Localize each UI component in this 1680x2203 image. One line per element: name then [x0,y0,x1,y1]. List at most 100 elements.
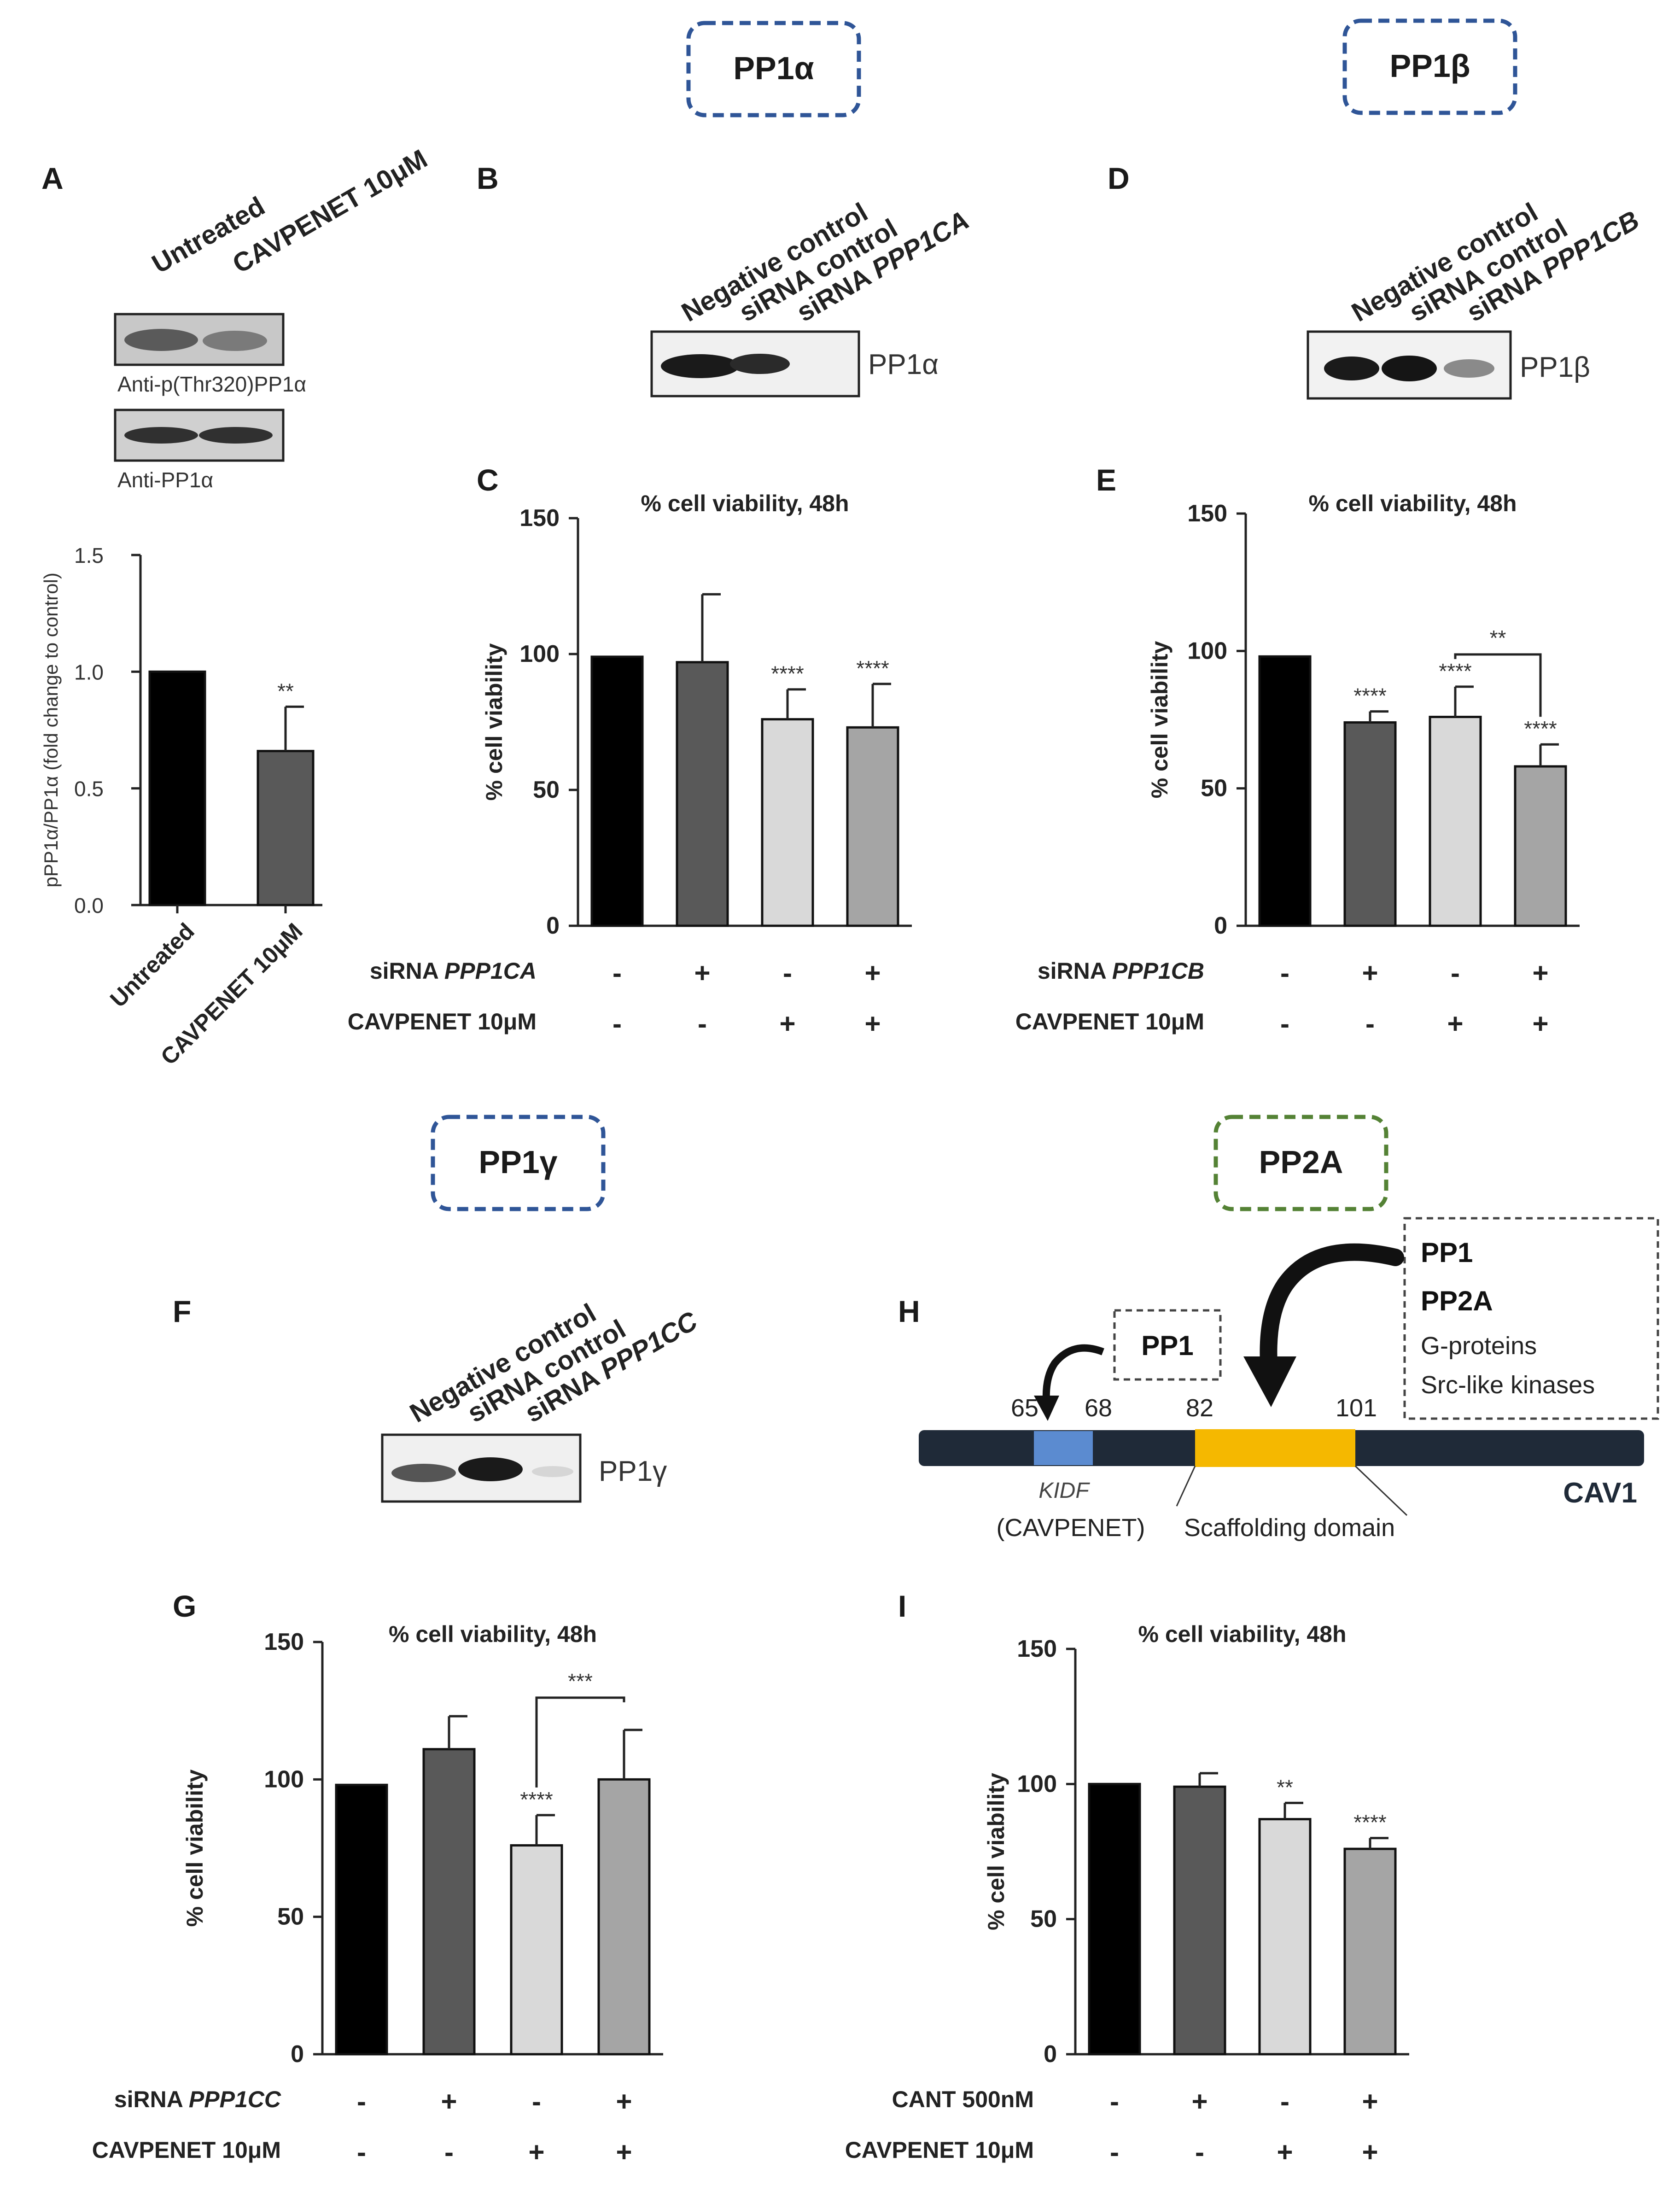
chart-g-sign-0-3: + [616,2086,632,2117]
diagram-h: PP1 PP1 PP2A G-proteins Src-like kinases… [919,1217,1659,1542]
chart-g-sign-1-2: + [528,2137,544,2168]
chart-c-sign-0-2: - [783,958,792,988]
chart-c-sign-0-1: + [694,958,710,988]
blot-a-band-2a [124,427,198,444]
cavpenet-label: (CAVPENET) [996,1514,1145,1542]
chart-e-bar-0 [1258,655,1312,927]
chart-e-sign-1-2: + [1447,1008,1463,1039]
blot-a-antibody-2: Anti-PP1α [117,468,213,492]
chart-a-bar-1 [257,750,315,906]
pos-65: 65 [1011,1394,1038,1422]
chart-e-sign-0-2: - [1451,958,1460,988]
chart-c-condition-0: siRNA PPP1CA [370,958,537,984]
chart-g-bracket [535,1696,625,1788]
chart-e-sig-3: **** [1524,717,1557,741]
chart-g-y-label: % cell viability [182,1769,208,1927]
big-arrow-shaft [1260,1243,1404,1372]
header-label-pp1a: PP1α [733,50,814,86]
chart-e-sign-0-1: + [1362,958,1378,988]
chart-c-sign-0-3: + [864,958,881,988]
header-label-pp1b: PP1β [1389,48,1470,84]
chart-c-condition-1-label: CAVPENET 10μM [348,1009,537,1034]
chart-e-ytick-label-1: 50 [1201,775,1227,802]
chart-c-y-label: % cell viability [481,643,507,801]
chart-i-sign-0-3: + [1362,2086,1378,2117]
blot-a-antibody-1: Anti-p(Thr320)PP1α [117,372,306,396]
chart-g-sign-1-0: - [357,2137,366,2168]
chart-e-condition-1-label: CAVPENET 10μM [1015,1009,1204,1034]
blot-a: Untreated CAVPENET 10μM Anti-p(Thr320)PP… [114,144,432,492]
chart-c-sign-0-0: - [612,958,622,988]
chart-e-bar-2 [1429,716,1482,927]
chart-c-bar-0 [590,655,644,927]
chart-c-condition-0-label: siRNA [370,958,444,984]
chart-g-sign-0-0: - [357,2086,366,2117]
chart-c-condition-1: CAVPENET 10μM [348,1009,537,1034]
chart-c-ytick-label-1: 50 [533,777,560,803]
chart-e-sig-2: **** [1439,659,1472,683]
chart-a-ytick-label-1: 0.5 [74,777,104,801]
chart-c-title: % cell viability, 48h [641,491,849,516]
cav1-label: CAV1 [1563,1477,1637,1509]
chart-g-sign-0-2: - [532,2086,541,2117]
chart-i-sig-3: **** [1353,1811,1387,1835]
chart-e-ytick-label-0: 0 [1214,912,1227,939]
blot-d-band-1 [1382,356,1437,381]
targets-pp1: PP1 [1421,1237,1473,1268]
chart-a-y-label: pPP1α/PP1α (fold change to control) [40,573,62,888]
chart-i-sign-1-3: + [1362,2137,1378,2168]
chart-g-condition-0: siRNA PPP1CC [114,2086,281,2112]
panel-letter-h: H [898,1294,920,1328]
header-box-pp1a: PP1α [686,21,861,117]
chart-g-bar-0 [335,1783,388,2056]
chart-g-condition-0-gene: PPP1CC [189,2086,281,2112]
chart-e-title: % cell viability, 48h [1308,491,1517,516]
panel-letter-e: E [1096,463,1116,497]
chart-e-bar-1 [1343,721,1397,927]
chart-i-sign-1-1: - [1195,2137,1204,2168]
scaffold-label: Scaffolding domain [1184,1514,1395,1542]
chart-g-ytick-label-1: 50 [277,1904,304,1930]
blot-f-band-1 [458,1457,523,1481]
chart-i-sign-0-0: - [1110,2086,1119,2117]
chart-c-sign-1-3: + [864,1008,881,1039]
small-arrow-head [1034,1396,1059,1421]
scaffold-segment [1195,1429,1355,1467]
header-label-pp1g: PP1γ [478,1144,557,1180]
chart-c-ytick-label-3: 150 [519,505,560,532]
chart-e-y-label: % cell viability [1147,641,1172,798]
chart-g-bar-1 [422,1748,476,2056]
chart-a-ytick-label-2: 1.0 [74,660,104,684]
chart-e-condition-1: CAVPENET 10μM [1015,1009,1204,1034]
header-label-pp2a: PP2A [1259,1144,1343,1180]
chart-g-condition-0-label: siRNA [114,2086,189,2112]
blot-f-band-2 [532,1466,573,1477]
kidf-label: KIDF [1038,1478,1090,1503]
big-arrow-head [1243,1356,1296,1407]
blot-d: Negative control siRNA control siRNA PPP… [1307,197,1644,400]
chart-c-bar-1 [676,661,729,927]
panel-letter-f: F [173,1294,191,1328]
panel-letter-b: B [477,161,499,195]
chart-i-ytick-label-1: 50 [1030,1906,1057,1933]
pos-101: 101 [1336,1394,1377,1422]
chart-g-sign-1-3: + [616,2137,632,2168]
chart-c-sig-3: **** [856,656,889,680]
chart-e-condition-0-gene: PPP1CB [1112,958,1204,984]
targets-src-kinases: Src-like kinases [1421,1371,1595,1399]
chart-e-bar-3 [1514,765,1567,927]
chart-c-bar-2 [761,718,814,927]
chart-e-ytick-label-2: 100 [1187,637,1227,664]
chart-i: % cell viability, 48h 0 50 100 150 % cell via… [845,1621,1409,2168]
panel-letter-c: C [477,463,499,497]
chart-g-ytick-label-3: 150 [264,1629,304,1655]
chart-i-y-label: % cell viability [983,1773,1009,1930]
scaffold-line-right [1354,1465,1408,1516]
chart-e-bracket [1454,653,1542,717]
chart-c-condition-0-gene: PPP1CA [444,958,537,984]
chart-i-bar-0 [1088,1782,1141,2056]
chart-e-ytick-label-3: 150 [1187,500,1227,527]
targets-pp2a: PP2A [1421,1286,1493,1316]
chart-i-bar-3 [1343,1847,1397,2056]
chart-i-sign-0-2: - [1280,2086,1289,2117]
